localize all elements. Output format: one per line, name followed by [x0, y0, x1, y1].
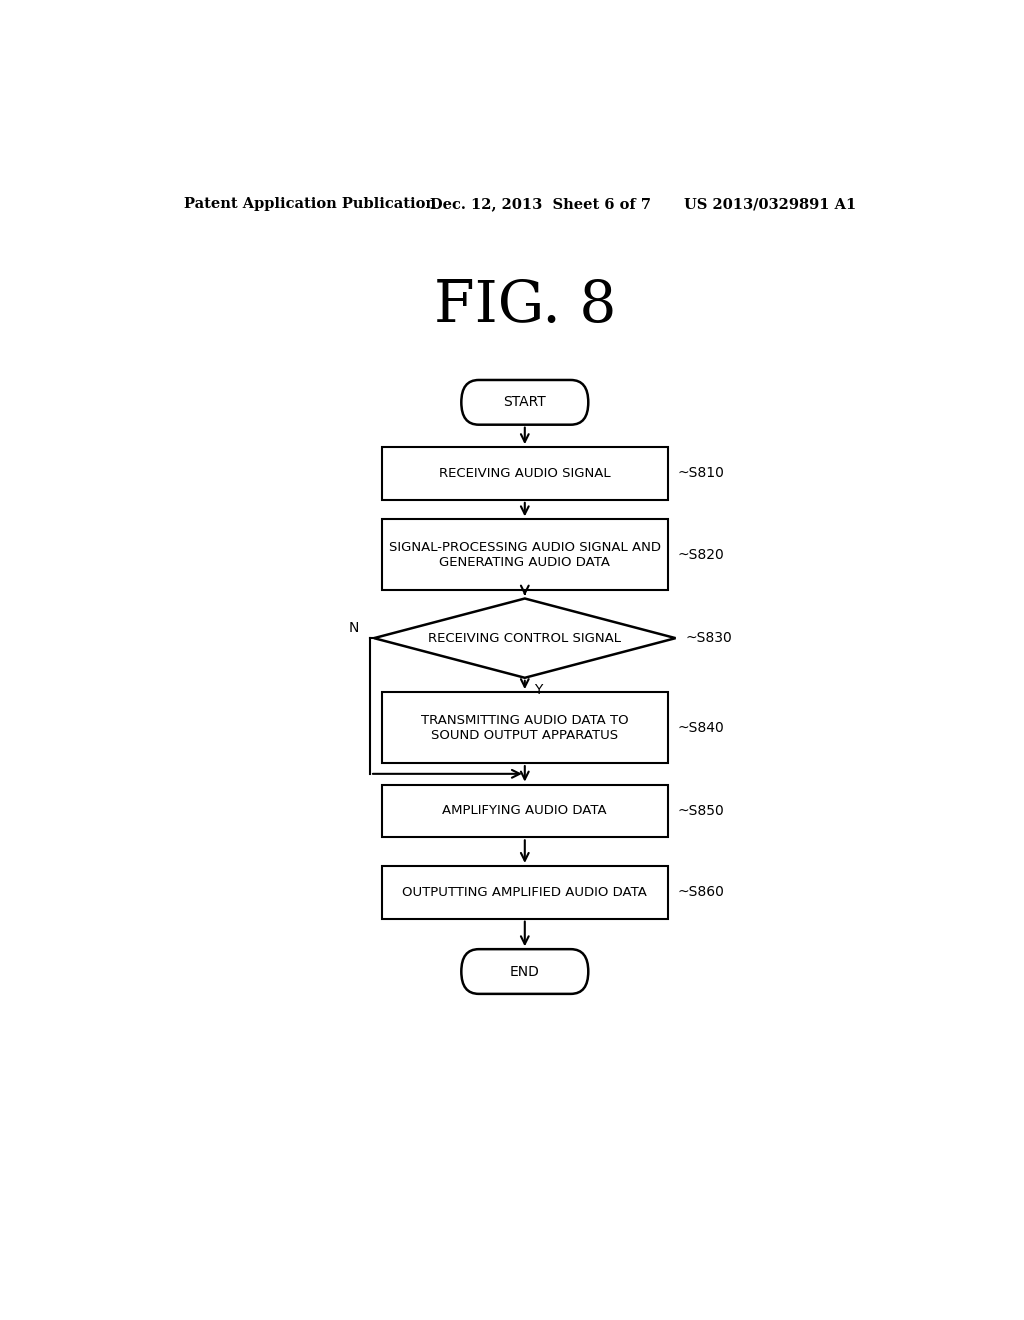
Text: END: END: [510, 965, 540, 978]
Text: RECEIVING CONTROL SIGNAL: RECEIVING CONTROL SIGNAL: [428, 632, 622, 644]
Text: Dec. 12, 2013  Sheet 6 of 7: Dec. 12, 2013 Sheet 6 of 7: [430, 197, 650, 211]
FancyBboxPatch shape: [382, 866, 668, 919]
FancyBboxPatch shape: [382, 692, 668, 763]
Text: US 2013/0329891 A1: US 2013/0329891 A1: [684, 197, 856, 211]
Text: TRANSMITTING AUDIO DATA TO
SOUND OUTPUT APPARATUS: TRANSMITTING AUDIO DATA TO SOUND OUTPUT …: [421, 714, 629, 742]
FancyBboxPatch shape: [461, 380, 588, 425]
Text: ~S820: ~S820: [677, 548, 724, 562]
Text: START: START: [504, 395, 546, 409]
Text: ~S860: ~S860: [677, 886, 724, 899]
Text: ~S840: ~S840: [677, 721, 724, 735]
Text: SIGNAL-PROCESSING AUDIO SIGNAL AND
GENERATING AUDIO DATA: SIGNAL-PROCESSING AUDIO SIGNAL AND GENER…: [389, 541, 660, 569]
FancyBboxPatch shape: [382, 784, 668, 837]
Polygon shape: [374, 598, 676, 677]
Text: RECEIVING AUDIO SIGNAL: RECEIVING AUDIO SIGNAL: [439, 467, 610, 480]
Text: FIG. 8: FIG. 8: [433, 277, 616, 334]
FancyBboxPatch shape: [461, 949, 588, 994]
FancyBboxPatch shape: [382, 447, 668, 500]
Text: Patent Application Publication: Patent Application Publication: [183, 197, 435, 211]
Text: OUTPUTTING AMPLIFIED AUDIO DATA: OUTPUTTING AMPLIFIED AUDIO DATA: [402, 886, 647, 899]
Text: Y: Y: [535, 682, 543, 697]
FancyBboxPatch shape: [382, 519, 668, 590]
Text: ~S810: ~S810: [677, 466, 724, 480]
Text: ~S830: ~S830: [685, 631, 732, 645]
Text: AMPLIFYING AUDIO DATA: AMPLIFYING AUDIO DATA: [442, 804, 607, 817]
Text: N: N: [349, 620, 359, 635]
Text: ~S850: ~S850: [677, 804, 724, 818]
